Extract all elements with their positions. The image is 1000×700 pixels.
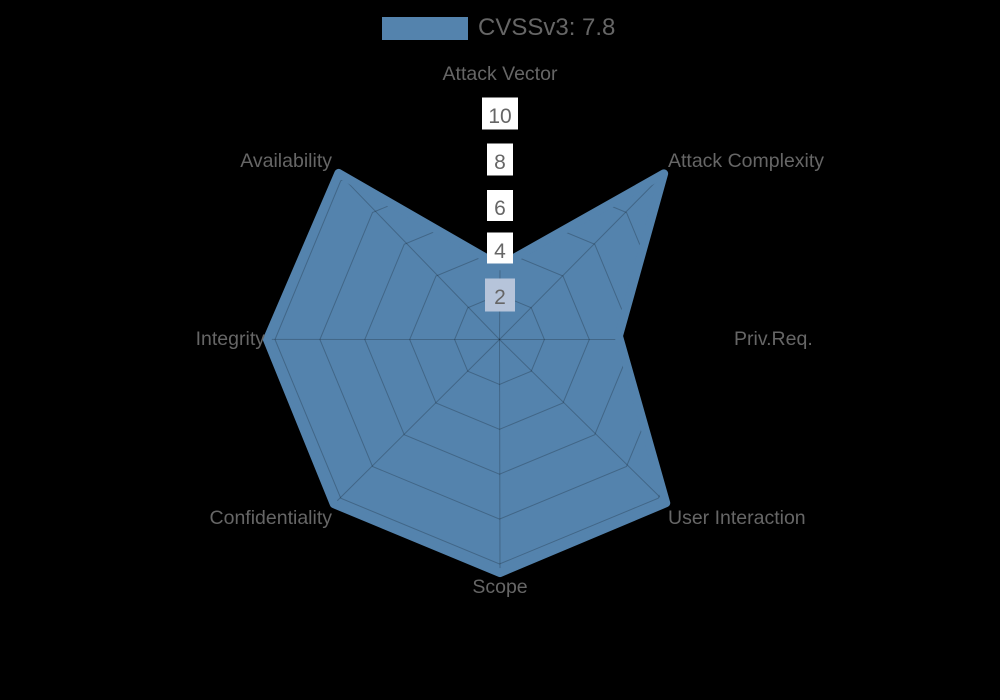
svg-text:Integrity: Integrity [196,328,266,350]
svg-text:Availability: Availability [240,150,332,172]
svg-text:Attack Complexity: Attack Complexity [668,150,824,172]
svg-text:Attack Vector: Attack Vector [443,63,558,85]
svg-text:Scope: Scope [472,576,527,598]
svg-text:10: 10 [488,105,511,128]
svg-text:Confidentiality: Confidentiality [210,507,333,529]
svg-text:2: 2 [494,286,506,309]
svg-text:8: 8 [494,151,506,174]
svg-text:Priv.Req.: Priv.Req. [734,328,813,350]
svg-text:4: 4 [494,240,506,263]
svg-text:6: 6 [494,197,506,220]
svg-text:User Interaction: User Interaction [668,507,806,529]
svg-text:CVSSv3: 7.8: CVSSv3: 7.8 [478,14,615,41]
